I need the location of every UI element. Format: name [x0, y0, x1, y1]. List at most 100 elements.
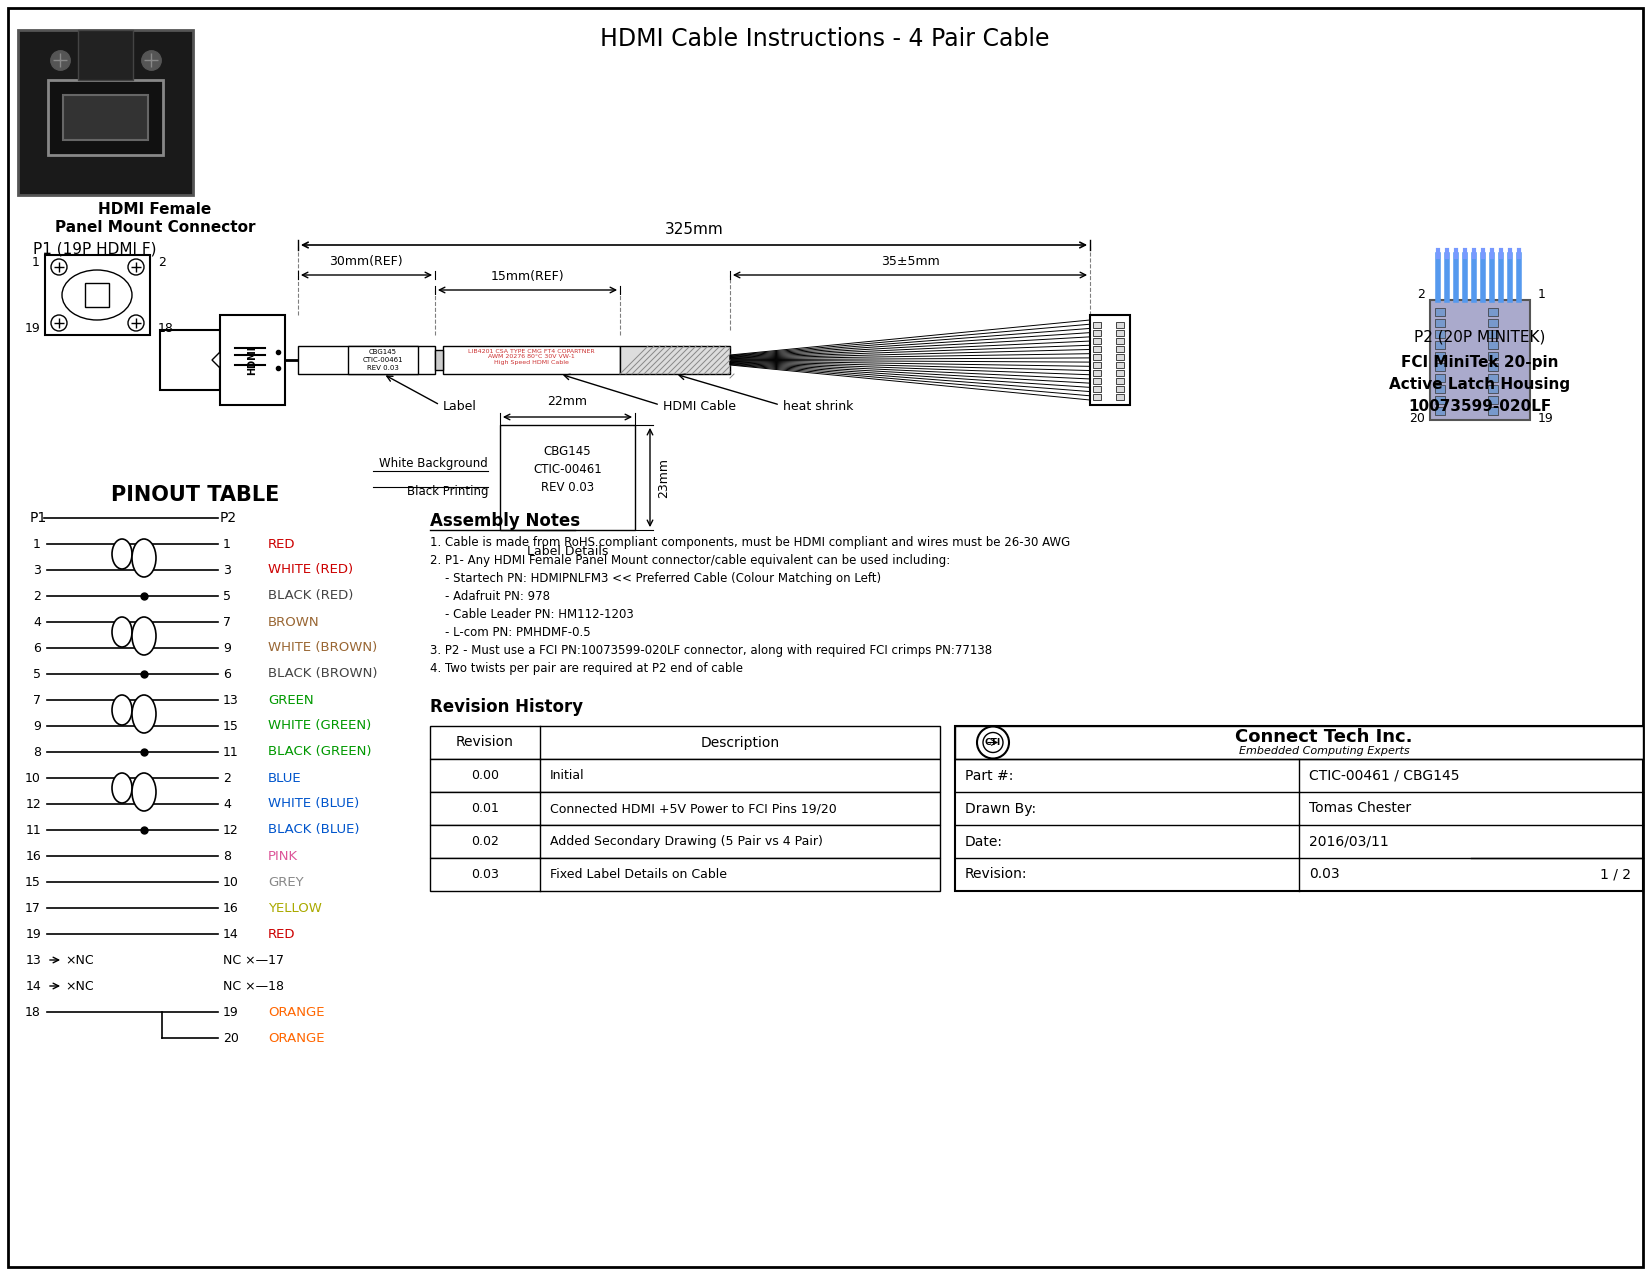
Circle shape [129, 315, 144, 332]
Bar [1435, 340, 1445, 349]
Bar [220, 315, 286, 405]
Text: GREEN: GREEN [267, 694, 314, 706]
Text: 19: 19 [223, 1006, 239, 1019]
Text: 3: 3 [33, 564, 41, 576]
Text: 18: 18 [25, 1006, 41, 1019]
Text: ×NC: ×NC [64, 979, 94, 992]
Text: 11: 11 [223, 746, 239, 759]
Ellipse shape [112, 695, 132, 725]
Text: BLUE: BLUE [267, 771, 302, 784]
Bar [1116, 394, 1124, 400]
Text: Black Printing: Black Printing [406, 486, 489, 499]
Text: 15: 15 [25, 876, 41, 889]
Text: ORANGE: ORANGE [267, 1006, 325, 1019]
Text: CTI: CTI [986, 738, 1001, 747]
Ellipse shape [132, 695, 155, 733]
Bar [429, 792, 939, 825]
Text: WHITE (BROWN): WHITE (BROWN) [267, 641, 376, 654]
Bar [1435, 407, 1445, 414]
Text: Connect Tech Inc.: Connect Tech Inc. [1235, 728, 1413, 746]
Circle shape [982, 733, 1004, 752]
Ellipse shape [132, 617, 155, 655]
Text: 14: 14 [223, 927, 239, 941]
Text: 4: 4 [33, 616, 41, 629]
Text: P2: P2 [220, 511, 238, 525]
Bar [1090, 315, 1129, 405]
Bar [1093, 377, 1101, 384]
Text: CBG145
CTIC-00461
REV 0.03: CBG145 CTIC-00461 REV 0.03 [363, 349, 403, 371]
Ellipse shape [112, 617, 132, 646]
Text: NC ×—17: NC ×—17 [223, 954, 284, 966]
Bar [954, 725, 1643, 891]
Text: 15: 15 [223, 719, 239, 733]
Bar [954, 725, 1643, 759]
Text: Drawn By:: Drawn By: [964, 802, 1037, 816]
Text: 11: 11 [25, 824, 41, 836]
Text: - Cable Leader PN: HM112-1203: - Cable Leader PN: HM112-1203 [429, 608, 634, 621]
Text: 1 / 2: 1 / 2 [1600, 867, 1631, 881]
Text: - Startech PN: HDMIPNLFM3 << Preferred Cable (Colour Matching on Left): - Startech PN: HDMIPNLFM3 << Preferred C… [429, 572, 882, 585]
Text: Initial: Initial [550, 769, 584, 782]
Text: Tomas Chester: Tomas Chester [1309, 802, 1412, 816]
Bar [1093, 330, 1101, 337]
Polygon shape [211, 352, 220, 368]
Text: 10: 10 [223, 876, 239, 889]
Text: RED: RED [267, 538, 296, 551]
Ellipse shape [112, 773, 132, 803]
Bar [429, 725, 939, 759]
Bar [1488, 397, 1497, 404]
Bar [1093, 346, 1101, 352]
Bar [63, 96, 149, 140]
Bar [1435, 385, 1445, 393]
Ellipse shape [112, 539, 132, 569]
Circle shape [51, 315, 68, 332]
Text: 35±5mm: 35±5mm [880, 255, 939, 268]
Ellipse shape [132, 539, 155, 578]
Bar [1093, 362, 1101, 368]
Text: 23mm: 23mm [657, 458, 670, 497]
Text: 20: 20 [1408, 412, 1425, 425]
Text: Assembly Notes: Assembly Notes [429, 513, 580, 530]
Text: 12: 12 [25, 797, 41, 811]
Bar [1488, 352, 1497, 360]
Text: 19: 19 [25, 927, 41, 941]
Bar [297, 346, 434, 374]
Text: BLACK (RED): BLACK (RED) [267, 589, 353, 603]
Text: 1: 1 [31, 256, 40, 269]
Text: 325mm: 325mm [665, 222, 723, 237]
Bar [1488, 309, 1497, 316]
Bar [429, 825, 939, 858]
Circle shape [51, 259, 68, 275]
Bar [1116, 330, 1124, 337]
Text: 3: 3 [223, 564, 231, 576]
Bar [78, 31, 134, 80]
Bar [1488, 407, 1497, 414]
Text: 1. Cable is made from RoHS compliant components, must be HDMI compliant and wire: 1. Cable is made from RoHS compliant com… [429, 536, 1070, 550]
Text: 20: 20 [223, 1031, 239, 1044]
Bar [1116, 386, 1124, 391]
Text: BLACK (BLUE): BLACK (BLUE) [267, 824, 360, 836]
Text: Label: Label [442, 400, 477, 413]
Text: WHITE (RED): WHITE (RED) [267, 564, 353, 576]
Text: HDMI Cable: HDMI Cable [664, 400, 736, 413]
Text: Connected HDMI +5V Power to FCI Pins 19/20: Connected HDMI +5V Power to FCI Pins 19/… [550, 802, 837, 815]
Text: 7: 7 [33, 694, 41, 706]
Text: 4: 4 [223, 797, 231, 811]
Text: P1: P1 [30, 511, 48, 525]
Text: 14: 14 [25, 979, 41, 992]
Bar [1093, 323, 1101, 328]
Text: 6: 6 [223, 668, 231, 681]
Bar [1093, 394, 1101, 400]
Bar [1488, 363, 1497, 371]
Bar [160, 330, 220, 390]
Text: Added Secondary Drawing (5 Pair vs 4 Pair): Added Secondary Drawing (5 Pair vs 4 Pai… [550, 835, 822, 848]
Text: Description: Description [700, 736, 779, 750]
Text: HDMI: HDMI [248, 346, 258, 375]
Text: Revision:: Revision: [964, 867, 1027, 881]
Bar [48, 80, 163, 156]
Bar [1093, 386, 1101, 391]
Bar [1435, 330, 1445, 338]
Text: 0.03: 0.03 [471, 868, 499, 881]
Text: - L-com PN: PMHDMF-0.5: - L-com PN: PMHDMF-0.5 [429, 626, 591, 639]
Text: WHITE (GREEN): WHITE (GREEN) [267, 719, 371, 733]
